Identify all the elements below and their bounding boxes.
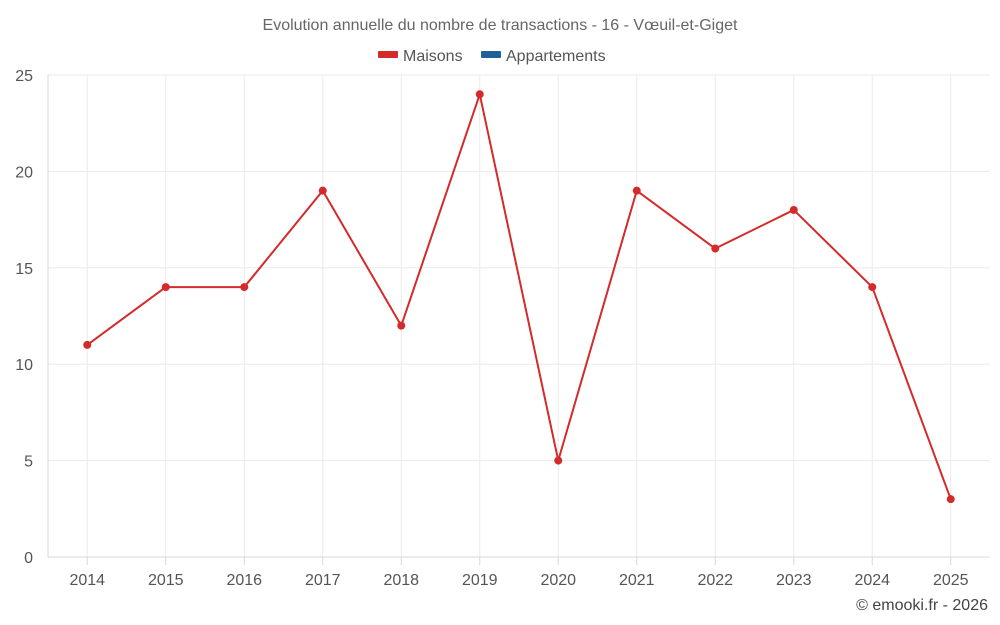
x-tick-label: 2024 xyxy=(854,572,890,589)
x-tick-label: 2021 xyxy=(619,572,655,589)
data-point-2021[interactable] xyxy=(632,186,641,195)
y-tick-label: 25 xyxy=(15,68,33,85)
data-point-2023[interactable] xyxy=(789,205,798,214)
data-point-2017[interactable] xyxy=(318,186,327,195)
data-point-2018[interactable] xyxy=(397,321,406,330)
data-point-2020[interactable] xyxy=(554,456,563,465)
y-tick-label: 10 xyxy=(15,357,33,374)
data-point-2025[interactable] xyxy=(946,495,955,504)
y-tick-label: 20 xyxy=(15,164,33,181)
legend-swatch-maisons[interactable] xyxy=(378,51,398,58)
data-point-2015[interactable] xyxy=(161,283,170,292)
grid xyxy=(48,74,990,557)
chart-title: Evolution annuelle du nombre de transact… xyxy=(263,17,738,34)
series-maisons xyxy=(83,90,955,504)
legend: Maisons Appartements xyxy=(378,48,606,65)
x-tick-label: 2016 xyxy=(226,572,262,589)
x-tick-label: 2023 xyxy=(776,572,812,589)
x-tick-label: 2022 xyxy=(697,572,733,589)
legend-swatch-appartements[interactable] xyxy=(481,51,501,58)
data-point-2022[interactable] xyxy=(711,244,720,253)
data-point-2019[interactable] xyxy=(475,90,484,99)
x-tick-label: 2019 xyxy=(462,572,498,589)
x-tick-label: 2014 xyxy=(69,572,105,589)
x-tick-label: 2018 xyxy=(383,572,419,589)
legend-label-appartements[interactable]: Appartements xyxy=(506,48,606,65)
y-tick-label: 15 xyxy=(15,261,33,278)
x-tick-label: 2017 xyxy=(305,572,341,589)
y-tick-label: 5 xyxy=(24,454,33,471)
legend-label-maisons[interactable]: Maisons xyxy=(403,48,463,65)
x-tick-label: 2020 xyxy=(540,572,576,589)
data-point-2014[interactable] xyxy=(83,340,92,349)
y-tick-label: 0 xyxy=(24,550,33,567)
data-point-2024[interactable] xyxy=(868,283,877,292)
series-line-maisons xyxy=(86,93,952,500)
x-tick-label: 2015 xyxy=(148,572,184,589)
data-point-2016[interactable] xyxy=(240,283,249,292)
credit-text: © emooki.fr - 2026 xyxy=(856,597,988,614)
x-tick-label: 2025 xyxy=(933,572,969,589)
